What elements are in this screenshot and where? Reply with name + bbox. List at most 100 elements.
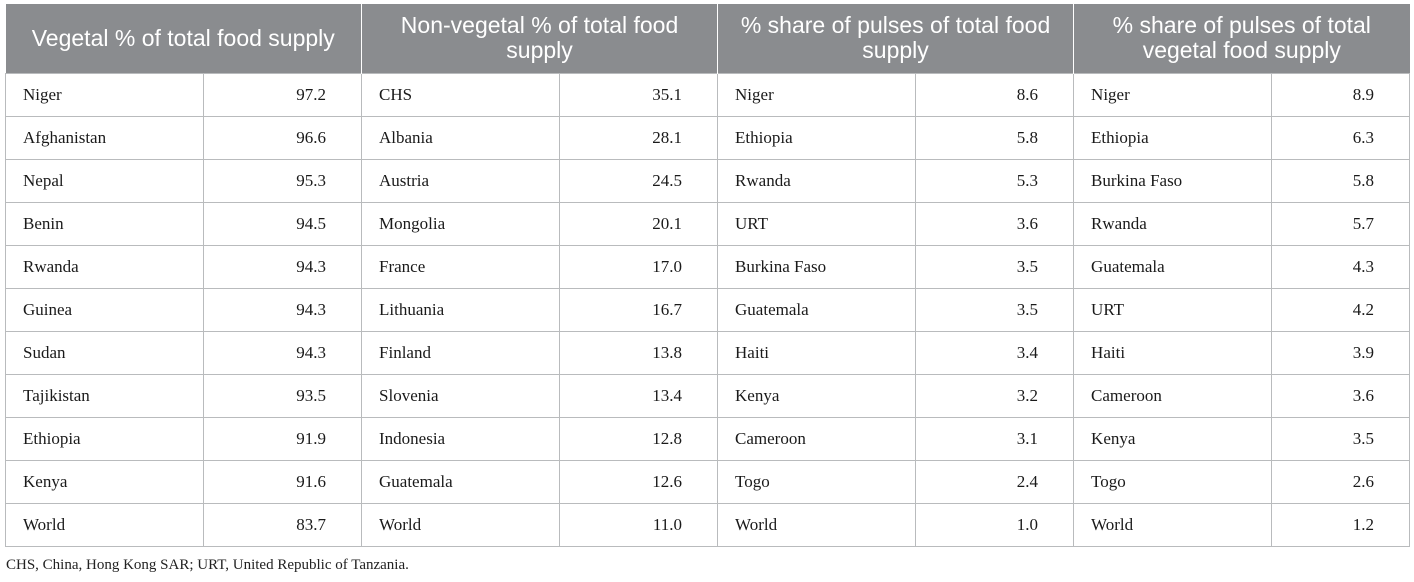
country-cell: Lithuania [361, 287, 561, 332]
value-cell: 94.3 [202, 330, 363, 375]
value-cell: 5.8 [915, 115, 1075, 160]
value-cell: 3.6 [915, 201, 1075, 246]
country-cell: Burkina Faso [1073, 158, 1273, 203]
country-cell: Togo [1073, 459, 1273, 504]
value-cell: 3.5 [1271, 416, 1411, 461]
value-cell: 1.2 [1271, 502, 1411, 547]
value-cell: 8.9 [1271, 72, 1411, 117]
table-row: Tajikistan 93.5 Slovenia 13.4 Kenya 3.2 Camero… [5, 373, 1411, 418]
table-row: Kenya 91.6 Guatemala 12.6 Togo 2.4 Togo 2.6 [5, 459, 1411, 504]
country-cell: Guinea [5, 287, 204, 332]
table-row: Sudan 94.3 Finland 13.8 Haiti 3.4 Haiti 3.9 [5, 330, 1411, 375]
country-cell: Austria [361, 158, 561, 203]
country-cell: URT [717, 201, 917, 246]
header-vegetal-share: Vegetal % of total food supply [5, 4, 362, 73]
header-pulses-share-vegetal: % share of pulses of total vegetal food … [1073, 4, 1410, 73]
country-cell: Rwanda [717, 158, 917, 203]
value-cell: 24.5 [559, 158, 719, 203]
value-cell: 94.3 [202, 287, 363, 332]
value-cell: 5.8 [1271, 158, 1411, 203]
value-cell: 8.6 [915, 72, 1075, 117]
country-cell: Indonesia [361, 416, 561, 461]
country-cell: Tajikistan [5, 373, 204, 418]
country-cell: Nepal [5, 158, 204, 203]
country-cell: Finland [361, 330, 561, 375]
value-cell: 20.1 [559, 201, 719, 246]
value-cell: 2.6 [1271, 459, 1411, 504]
country-cell: Burkina Faso [717, 244, 917, 289]
value-cell: 93.5 [202, 373, 363, 418]
value-cell: 4.3 [1271, 244, 1411, 289]
header-pulses-share-total: % share of pulses of total food supply [717, 4, 1074, 73]
country-cell: Cameroon [717, 416, 917, 461]
country-cell: Ethiopia [5, 416, 204, 461]
table-row: Rwanda 94.3 France 17.0 Burkina Faso 3.5 Guate… [5, 244, 1411, 289]
value-cell: 11.0 [559, 502, 719, 547]
value-cell: 28.1 [559, 115, 719, 160]
value-cell: 13.8 [559, 330, 719, 375]
value-cell: 5.7 [1271, 201, 1411, 246]
table-row: Afghanistan 96.6 Albania 28.1 Ethiopia 5.8 Eth… [5, 115, 1411, 160]
value-cell: 16.7 [559, 287, 719, 332]
value-cell: 91.6 [202, 459, 363, 504]
table-row: Benin 94.5 Mongolia 20.1 URT 3.6 Rwanda 5.7 [5, 201, 1411, 246]
country-cell: Afghanistan [5, 115, 204, 160]
country-cell: Kenya [5, 459, 204, 504]
country-cell: Ethiopia [717, 115, 917, 160]
table-body: Niger 97.2 CHS 35.1 Niger 8.6 Niger 8.9 Afghanis… [5, 72, 1411, 547]
value-cell: 3.5 [915, 244, 1075, 289]
value-cell: 2.4 [915, 459, 1075, 504]
country-cell: Guatemala [1073, 244, 1273, 289]
value-cell: 95.3 [202, 158, 363, 203]
country-cell: Niger [717, 72, 917, 117]
table-footnote: CHS, China, Hong Kong SAR; URT, United R… [6, 557, 409, 573]
value-cell: 13.4 [559, 373, 719, 418]
table-row: Niger 97.2 CHS 35.1 Niger 8.6 Niger 8.9 [5, 72, 1411, 117]
country-cell: Slovenia [361, 373, 561, 418]
value-cell: 12.6 [559, 459, 719, 504]
country-cell: Sudan [5, 330, 204, 375]
value-cell: 91.9 [202, 416, 363, 461]
country-cell: Niger [5, 72, 204, 117]
value-cell: 12.8 [559, 416, 719, 461]
country-cell: Cameroon [1073, 373, 1273, 418]
country-cell: Haiti [717, 330, 917, 375]
value-cell: 97.2 [202, 72, 363, 117]
header-non-vegetal-share: Non-vegetal % of total food supply [361, 4, 718, 73]
country-cell: Kenya [717, 373, 917, 418]
header-row: Vegetal % of total food supply Non-veget… [5, 4, 1410, 73]
country-cell: Togo [717, 459, 917, 504]
value-cell: 94.5 [202, 201, 363, 246]
value-cell: 6.3 [1271, 115, 1411, 160]
country-cell: France [361, 244, 561, 289]
value-cell: 3.5 [915, 287, 1075, 332]
value-cell: 3.1 [915, 416, 1075, 461]
value-cell: 96.6 [202, 115, 363, 160]
country-cell: Mongolia [361, 201, 561, 246]
value-cell: 3.6 [1271, 373, 1411, 418]
country-cell: Guatemala [717, 287, 917, 332]
table-row: Ethiopia 91.9 Indonesia 12.8 Cameroon 3.1 Keny… [5, 416, 1411, 461]
value-cell: 1.0 [915, 502, 1075, 547]
value-cell: 3.9 [1271, 330, 1411, 375]
country-cell: World [1073, 502, 1273, 547]
value-cell: 3.2 [915, 373, 1075, 418]
country-cell: World [361, 502, 561, 547]
value-cell: 17.0 [559, 244, 719, 289]
country-cell: Guatemala [361, 459, 561, 504]
country-cell: Rwanda [1073, 201, 1273, 246]
food-supply-table-container: Vegetal % of total food supply Non-veget… [5, 4, 1411, 547]
table-row: World 83.7 World 11.0 World 1.0 World 1.2 [5, 502, 1411, 547]
table-header: Vegetal % of total food supply Non-veget… [5, 4, 1410, 73]
value-cell: 94.3 [202, 244, 363, 289]
country-cell: World [5, 502, 204, 547]
country-cell: Ethiopia [1073, 115, 1273, 160]
value-cell: 3.4 [915, 330, 1075, 375]
country-cell: Rwanda [5, 244, 204, 289]
country-cell: Albania [361, 115, 561, 160]
country-cell: Kenya [1073, 416, 1273, 461]
value-cell: 5.3 [915, 158, 1075, 203]
table-row: Nepal 95.3 Austria 24.5 Rwanda 5.3 Burkina Fas… [5, 158, 1411, 203]
country-cell: World [717, 502, 917, 547]
food-supply-table: Vegetal % of total food supply Non-veget… [5, 4, 1411, 547]
